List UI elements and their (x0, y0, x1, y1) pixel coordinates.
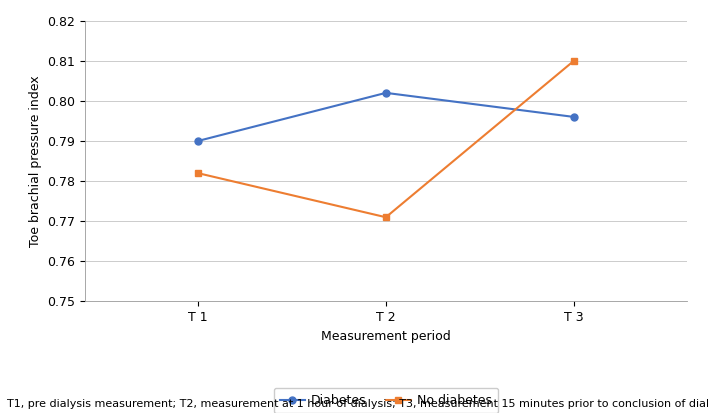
X-axis label: Measurement period: Measurement period (321, 330, 451, 343)
Diabetes (570, 114, 578, 119)
Line: Diabetes: Diabetes (194, 89, 578, 145)
Y-axis label: Toe brachial pressure index: Toe brachial pressure index (29, 75, 42, 247)
Legend: Diabetes, No diabetes: Diabetes, No diabetes (274, 388, 498, 413)
No diabetes (570, 58, 578, 63)
No diabetes (382, 215, 390, 220)
Diabetes (193, 138, 202, 143)
Diabetes (382, 90, 390, 95)
No diabetes (193, 171, 202, 176)
Line: No diabetes: No diabetes (194, 57, 578, 221)
Text: T1, pre dialysis measurement; T2, measurement at 1 hour of dialysis; T3, measure: T1, pre dialysis measurement; T2, measur… (7, 399, 708, 409)
